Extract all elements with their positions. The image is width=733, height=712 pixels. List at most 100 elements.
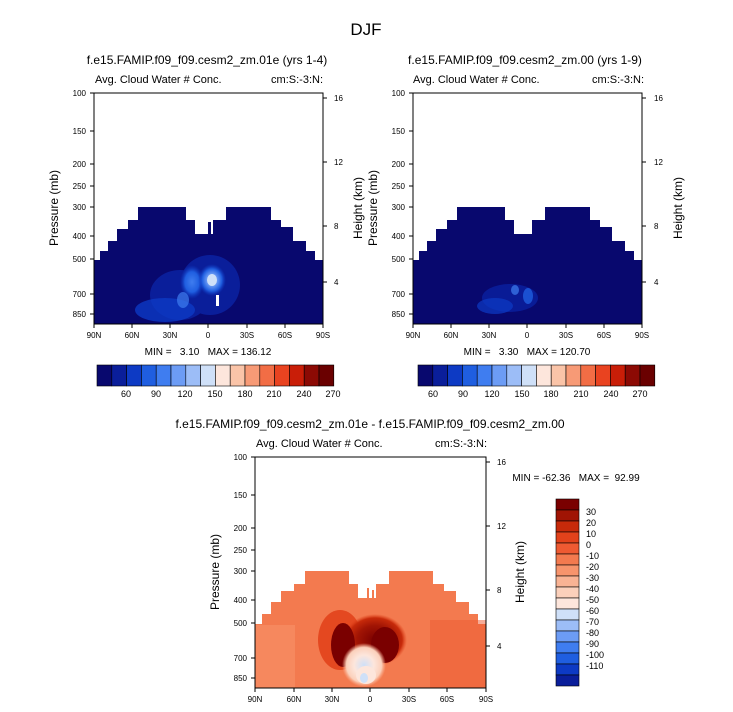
tick-label: 30N xyxy=(163,331,178,340)
colorbar-label: -60 xyxy=(586,606,599,616)
colorbar-box xyxy=(555,520,580,533)
colorbar-box xyxy=(555,553,580,566)
colorbar-box xyxy=(610,364,626,387)
colorbar-label: 0 xyxy=(586,540,591,550)
colorbar-label: 120 xyxy=(484,389,499,399)
tick-label: 90S xyxy=(479,695,493,704)
colorbar-box xyxy=(274,364,290,387)
panel-2-pressure-ticks: 100 150 200 250 300 400 500 700 850 xyxy=(392,89,406,319)
tick-label: 90N xyxy=(248,695,263,704)
tick-label: 4 xyxy=(654,278,659,287)
tick-label: 150 xyxy=(234,491,248,500)
panel-3-y2label: Height (km) xyxy=(513,541,527,603)
tick-label: 400 xyxy=(234,596,248,605)
panel-1-height-ticks: 16 12 8 4 xyxy=(334,94,343,287)
colorbar-box xyxy=(565,364,582,387)
colorbar-box xyxy=(303,364,320,387)
panel-3-pressure-ticks: 100 150 200 250 300 400 500 700 850 xyxy=(234,453,248,683)
colorbar-box xyxy=(555,619,580,632)
colorbar-box xyxy=(318,364,335,387)
colorbar-label: 60 xyxy=(428,389,438,399)
colorbar-box xyxy=(555,608,580,621)
colorbar-box xyxy=(126,364,142,387)
panel-3-variable-label: Avg. Cloud Water # Conc. xyxy=(256,438,383,450)
colorbar-label: 240 xyxy=(603,389,618,399)
panel-2-frame-ticks xyxy=(409,92,646,328)
panel-1-stats: MIN = 3.10 MAX = 136.12 xyxy=(145,347,272,358)
tick-label: 500 xyxy=(73,255,87,264)
colorbar-box xyxy=(555,652,580,665)
panel-2-y2label: Height (km) xyxy=(671,177,685,239)
panel-1-pressure-ticks: 100 150 200 250 300 400 500 700 850 xyxy=(73,89,87,319)
colorbar-box xyxy=(555,597,580,610)
colorbar-label: 270 xyxy=(632,389,647,399)
panel-1-contour-field xyxy=(94,207,323,324)
panel-2-title: f.e15.FAMIP.f09_f09.cesm2_zm.00 (yrs 1-9… xyxy=(408,53,642,67)
tick-label: 60S xyxy=(278,331,292,340)
colorbar-box xyxy=(289,364,305,387)
panel-1-lat-ticks: 90N 60N 30N 0 30S 60S 90S xyxy=(87,331,330,340)
tick-label: 12 xyxy=(497,522,506,531)
tick-label: 850 xyxy=(392,310,406,319)
colorbar-labels: 60 90 120 150 180 210 240 270 xyxy=(428,389,648,399)
colorbar-box xyxy=(155,364,172,387)
tick-label: 60N xyxy=(287,695,302,704)
tick-label: 30S xyxy=(240,331,254,340)
tick-label: 250 xyxy=(73,182,87,191)
tick-label: 90N xyxy=(406,331,421,340)
tick-label: 0 xyxy=(525,331,530,340)
colorbar-label: -90 xyxy=(586,639,599,649)
tick-label: 250 xyxy=(392,182,406,191)
tick-label: 100 xyxy=(73,89,87,98)
colorbar-label: 180 xyxy=(543,389,558,399)
colorbar-box xyxy=(555,674,580,687)
colorbar-label: 10 xyxy=(586,529,596,539)
tick-label: 60S xyxy=(597,331,611,340)
panel-3-units-label: cm:S:-3:N: xyxy=(435,438,487,450)
tick-label: 200 xyxy=(234,524,248,533)
tick-label: 30S xyxy=(559,331,573,340)
panel-1-y2label: Height (km) xyxy=(351,177,365,239)
colorbar-label: -80 xyxy=(586,628,599,638)
panel-1-variable-label: Avg. Cloud Water # Conc. xyxy=(95,74,222,86)
panel-3-contour-field xyxy=(255,571,486,688)
tick-label: 200 xyxy=(73,160,87,169)
tick-label: 12 xyxy=(334,158,343,167)
panel-1-colorbar: 60 90 120 150 180 210 240 270 xyxy=(96,364,341,399)
tick-label: 400 xyxy=(73,232,87,241)
panel-3-lat-ticks: 90N 60N 30N 0 30S 60S 90S xyxy=(248,695,493,704)
colorbar-boxes xyxy=(417,364,656,387)
panel-3-frame-ticks xyxy=(251,456,490,692)
tick-label: 60N xyxy=(125,331,140,340)
colorbar-box xyxy=(462,364,478,387)
colorbar-box xyxy=(170,364,187,387)
colorbar-box xyxy=(536,364,552,387)
colorbar-label: -100 xyxy=(586,650,604,660)
panel-1-units-label: cm:S:-3:N: xyxy=(271,74,323,86)
colorbar-label: 90 xyxy=(458,389,468,399)
tick-label: 16 xyxy=(497,458,506,467)
tick-label: 4 xyxy=(334,278,339,287)
tick-label: 300 xyxy=(234,567,248,576)
colorbar-box xyxy=(555,542,580,555)
colorbar-box xyxy=(476,364,493,387)
tick-label: 8 xyxy=(497,586,502,595)
panel-3-height-ticks: 16 12 8 4 xyxy=(497,458,506,651)
colorbar-label: -50 xyxy=(586,595,599,605)
colorbar-label: 150 xyxy=(207,389,222,399)
colorbar-label: 240 xyxy=(296,389,311,399)
colorbar-label: 60 xyxy=(121,389,131,399)
tick-label: 0 xyxy=(368,695,373,704)
colorbar-label: -30 xyxy=(586,573,599,583)
panel-2-ylabel: Pressure (mb) xyxy=(366,170,380,246)
panel-2: f.e15.FAMIP.f09_f09.cesm2_zm.00 (yrs 1-9… xyxy=(366,53,685,399)
colorbar-box xyxy=(595,364,611,387)
colorbar-box xyxy=(141,364,157,387)
colorbar-box xyxy=(521,364,537,387)
colorbar-box xyxy=(555,586,580,599)
colorbar-box xyxy=(555,564,580,577)
panel-3-title: f.e15.FAMIP.f09_f09.cesm2_zm.01e - f.e15… xyxy=(175,417,564,431)
tick-label: 0 xyxy=(206,331,211,340)
colorbar-box xyxy=(447,364,463,387)
